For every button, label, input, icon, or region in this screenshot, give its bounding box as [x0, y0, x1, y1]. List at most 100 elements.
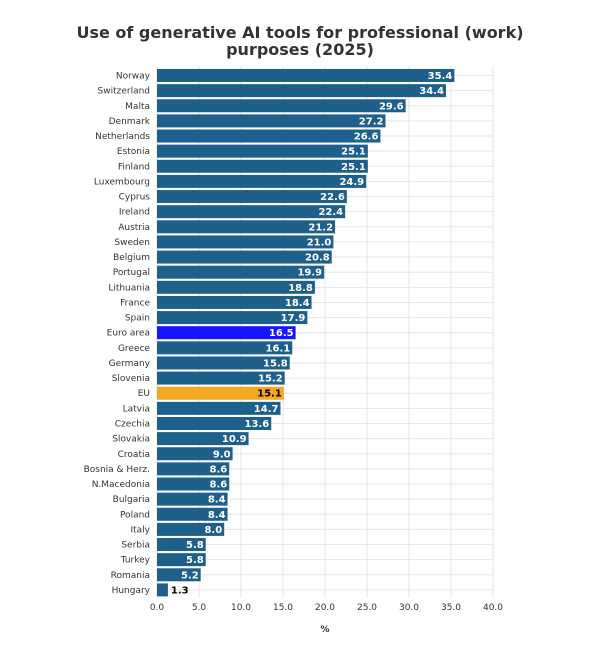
- bar: [157, 69, 455, 82]
- category-label: Netherlands: [95, 132, 150, 142]
- bar: [157, 265, 325, 279]
- category-label: Luxembourg: [94, 177, 150, 187]
- category-label: Ireland: [119, 208, 150, 218]
- bar: [157, 220, 336, 234]
- value-label: 1.3: [171, 585, 189, 596]
- bars: [157, 69, 455, 597]
- x-axis-ticks: 0.0 5.0 10.0 15.0 20.0 25.0 30.0 35.0 40.0: [150, 603, 503, 613]
- chart-title: Use of generative AI tools for professio…: [0, 24, 600, 58]
- category-label: Finland: [118, 162, 150, 172]
- category-label: Romania: [111, 571, 150, 581]
- x-tick-label: 5.0: [192, 603, 207, 613]
- value-label: 27.2: [359, 116, 384, 127]
- value-label: 8.0: [204, 525, 222, 536]
- value-label: 16.1: [266, 343, 291, 354]
- bar: [157, 371, 285, 385]
- category-label: EU: [138, 389, 150, 399]
- bar: [157, 568, 201, 582]
- bar: [157, 583, 168, 597]
- category-label: Bulgaria: [113, 495, 150, 505]
- bar: [157, 522, 225, 536]
- x-tick-label: 30.0: [399, 603, 419, 613]
- value-label: 18.8: [288, 283, 313, 294]
- bar: [157, 416, 272, 430]
- x-tick-label: 10.0: [231, 603, 251, 613]
- value-label: 25.1: [341, 162, 366, 173]
- bar: [157, 447, 233, 461]
- value-label: 13.6: [245, 419, 270, 430]
- value-label: 18.4: [285, 298, 310, 309]
- category-label: Slovenia: [112, 374, 150, 384]
- category-label: Lithuania: [108, 283, 150, 293]
- bar: [157, 280, 315, 294]
- category-label: Norway: [116, 72, 151, 82]
- value-label: 16.5: [269, 328, 294, 339]
- category-label: Slovakia: [112, 435, 150, 445]
- value-label: 17.9: [281, 313, 306, 324]
- bar: [157, 553, 206, 567]
- bar: [157, 311, 308, 325]
- category-label: Belgium: [113, 253, 150, 263]
- bar: [157, 174, 367, 188]
- bar: [157, 492, 228, 506]
- value-label: 9.0: [213, 449, 231, 460]
- value-label: 34.4: [419, 86, 444, 97]
- x-axis-title: %: [320, 625, 329, 635]
- category-label: Estonia: [117, 147, 150, 157]
- bar: [157, 144, 368, 158]
- bar: [157, 250, 332, 264]
- category-label: Serbia: [121, 541, 150, 551]
- bar: [157, 129, 381, 143]
- category-label: Portugal: [113, 268, 150, 278]
- category-label: France: [120, 298, 150, 308]
- bar: [157, 401, 281, 415]
- category-label: Turkey: [120, 556, 151, 566]
- bar: [157, 477, 230, 491]
- value-label: 5.8: [186, 540, 204, 551]
- category-labels: Norway Switzerland Malta Denmark Netherlands…: [84, 72, 151, 596]
- bar: [157, 538, 206, 552]
- bar: [157, 386, 284, 400]
- bar: [157, 205, 346, 219]
- value-label: 21.0: [307, 237, 332, 248]
- value-label: 24.9: [339, 177, 364, 188]
- value-label: 20.8: [305, 253, 330, 264]
- value-label: 15.2: [258, 374, 283, 385]
- value-label: 10.9: [222, 434, 247, 445]
- category-label: Germany: [109, 359, 151, 369]
- x-tick-label: 15.0: [273, 603, 293, 613]
- x-tick-label: 20.0: [315, 603, 335, 613]
- category-label: Czechia: [115, 419, 150, 429]
- bar: [157, 462, 230, 476]
- bar: [157, 341, 293, 355]
- chart-title-line-2: purposes (2025): [226, 40, 374, 59]
- bar: [157, 235, 334, 249]
- x-tick-label: 0.0: [150, 603, 165, 613]
- value-label: 26.6: [354, 132, 379, 143]
- value-label: 15.8: [263, 358, 288, 369]
- category-label: Malta: [125, 102, 150, 112]
- category-label: Denmark: [109, 117, 151, 127]
- category-label: Poland: [120, 510, 150, 520]
- chart-title-line-1: Use of generative AI tools for professio…: [76, 23, 524, 42]
- x-tick-label: 40.0: [483, 603, 503, 613]
- x-tick-label: 25.0: [357, 603, 377, 613]
- bar: [157, 114, 386, 128]
- bar: [157, 507, 228, 521]
- category-label: Latvia: [123, 404, 150, 414]
- value-label: 29.6: [379, 101, 404, 112]
- value-label: 19.9: [297, 268, 322, 279]
- value-label: 14.7: [254, 404, 279, 415]
- value-label: 5.8: [186, 555, 204, 566]
- category-label: Austria: [118, 223, 150, 233]
- value-label: 25.1: [341, 147, 366, 158]
- x-tick-label: 35.0: [441, 603, 461, 613]
- category-label: Greece: [118, 344, 150, 354]
- bar: [157, 295, 312, 309]
- value-label: 15.1: [257, 389, 282, 400]
- category-label: Spain: [125, 314, 150, 324]
- bar: [157, 326, 296, 340]
- value-label: 35.4: [428, 71, 453, 82]
- value-label: 5.2: [181, 570, 199, 581]
